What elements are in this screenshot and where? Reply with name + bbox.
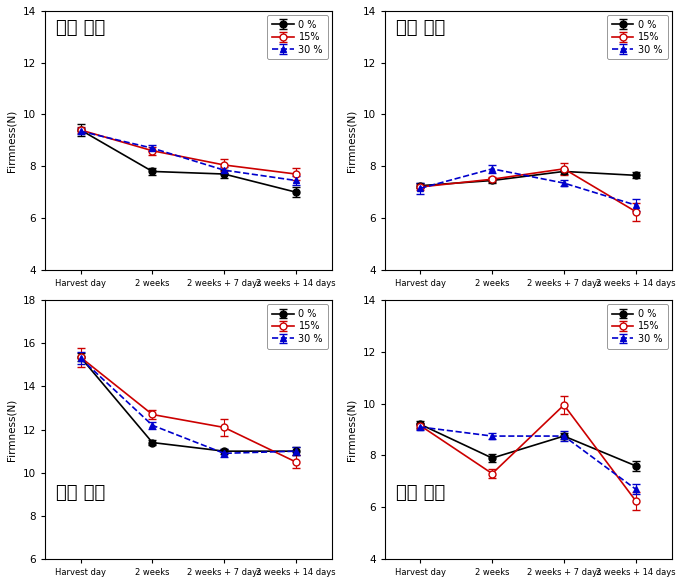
Y-axis label: Firmness(N): Firmness(N) [7, 109, 17, 172]
Text: 내부 하단: 내부 하단 [396, 484, 445, 502]
Y-axis label: Firmness(N): Firmness(N) [347, 109, 357, 172]
Legend: 0 %, 15%, 30 %: 0 %, 15%, 30 % [268, 304, 327, 349]
Text: 내부 상단: 내부 상단 [396, 19, 445, 37]
Text: 외부 상단: 외부 상단 [56, 19, 105, 37]
Legend: 0 %, 15%, 30 %: 0 %, 15%, 30 % [268, 15, 327, 60]
Y-axis label: Firmness(N): Firmness(N) [347, 398, 357, 461]
Legend: 0 %, 15%, 30 %: 0 %, 15%, 30 % [608, 304, 667, 349]
Text: 외부 하단: 외부 하단 [56, 484, 105, 502]
Y-axis label: Firmness(N): Firmness(N) [7, 398, 17, 461]
Legend: 0 %, 15%, 30 %: 0 %, 15%, 30 % [608, 15, 667, 60]
